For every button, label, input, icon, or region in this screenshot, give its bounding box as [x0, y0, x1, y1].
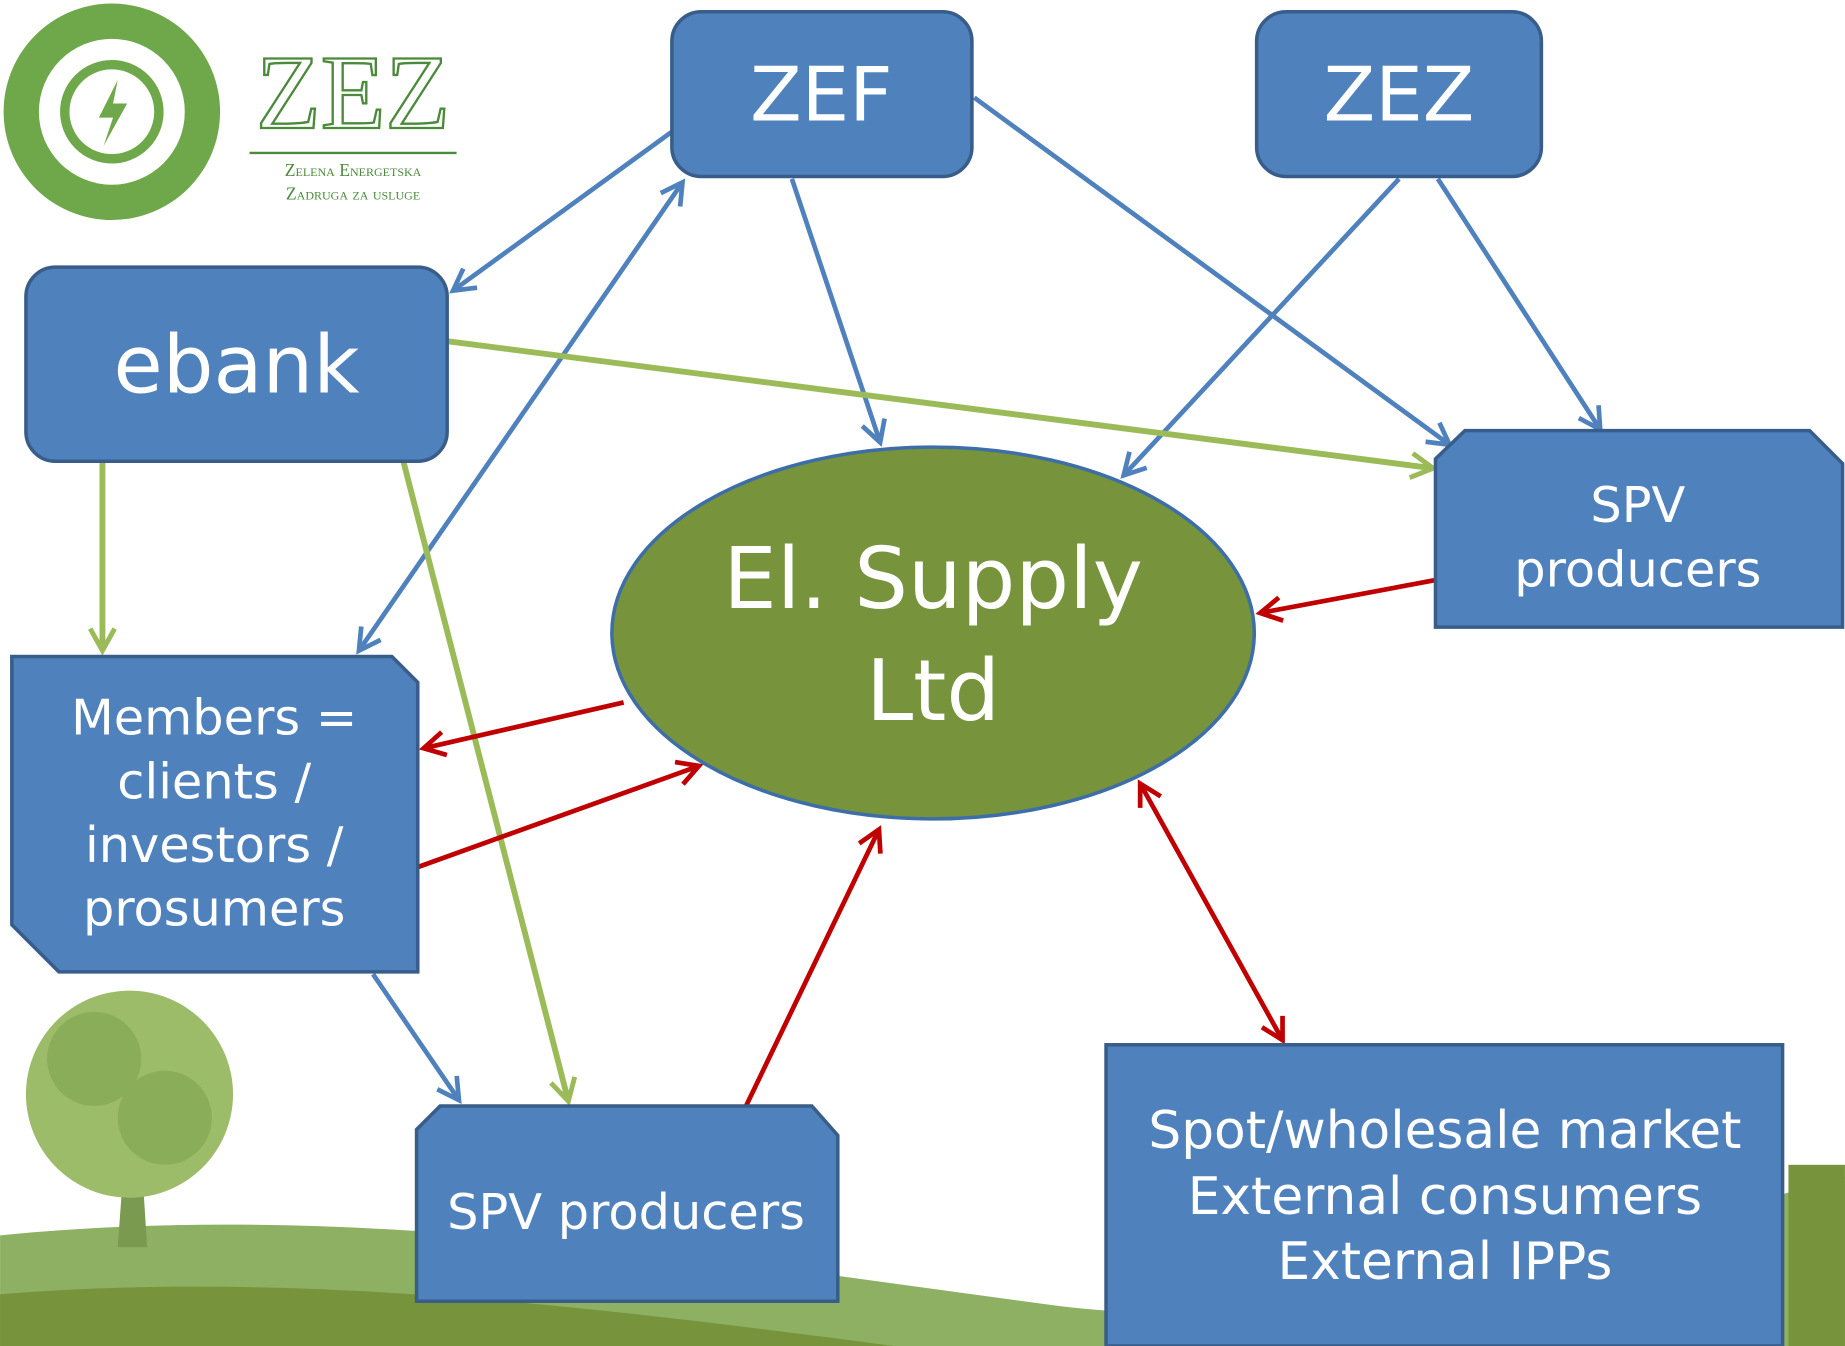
node-spv-bottom: SPV producers [417, 1106, 838, 1301]
node-label: External consumers [1188, 1167, 1702, 1227]
arrow [404, 462, 569, 1101]
node-label: Ltd [866, 641, 1000, 740]
arrow [1140, 784, 1282, 1040]
page: {"logo": {"title": "ZEZ", "line1": "Zele… [0, 0, 1845, 1346]
node-label: prosumers [83, 879, 345, 937]
node-label: Members = [71, 689, 357, 747]
logo: ZEZ Zelena Energetska Zadruga za usluge [4, 4, 457, 220]
node-label: clients / [117, 752, 311, 810]
node-ebank: ebank [26, 267, 447, 461]
node-label: investors / [85, 816, 344, 874]
node-label: SPV [1590, 476, 1685, 534]
node-label: SPV producers [447, 1183, 805, 1241]
node-ellipse [612, 447, 1254, 819]
arrow [424, 702, 624, 748]
node-spv-right: SPV producers [1435, 431, 1842, 627]
node-members: Members = clients / investors / prosumer… [12, 657, 418, 972]
arrow [373, 974, 459, 1100]
node-label: producers [1514, 540, 1761, 598]
logo-line: Zelena Energetska [285, 160, 422, 180]
node-market: Spot/wholesale market External consumers… [1106, 1045, 1783, 1346]
arrow [746, 829, 879, 1105]
arrow [1260, 580, 1435, 613]
node-label: ZEZ [1324, 51, 1475, 139]
diagram: ZEZ Zelena Energetska Zadruga za usluge … [0, 0, 1845, 1346]
arrow [453, 132, 672, 291]
node-label: ebank [114, 319, 361, 412]
node-zef: ZEF [672, 12, 972, 177]
arrow [1438, 179, 1600, 430]
logo-title: ZEZ [256, 34, 450, 151]
node-label: El. Supply [723, 529, 1143, 628]
node-label: Spot/wholesale market [1148, 1101, 1741, 1161]
tree [26, 991, 233, 1247]
node-zez: ZEZ [1257, 12, 1542, 177]
logo-line: Zadruga za usluge [286, 183, 420, 203]
node-supply: El. Supply Ltd [612, 447, 1254, 819]
node-label: ZEF [750, 51, 892, 139]
arrow [418, 766, 699, 867]
node-label: External IPPs [1277, 1232, 1612, 1292]
arrow [792, 179, 880, 443]
